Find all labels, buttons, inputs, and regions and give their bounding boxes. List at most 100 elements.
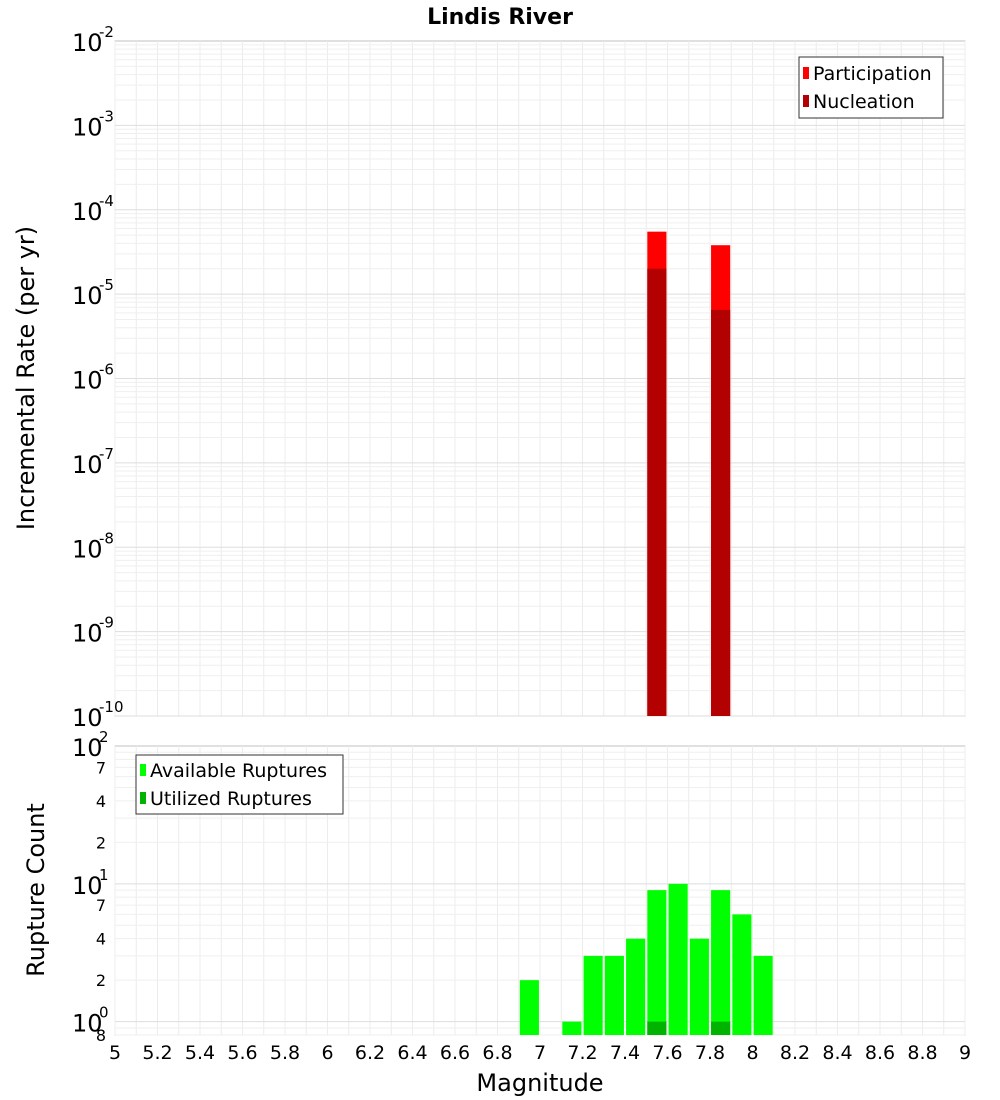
top-y-axis-label: Incremental Rate (per yr)	[12, 226, 40, 530]
x-tick-label: 9	[959, 1042, 971, 1064]
bottom-bars	[519, 883, 773, 1035]
legend-swatch-utilized-ruptures	[140, 792, 146, 804]
top-y-tick-label: 10-3	[72, 107, 114, 141]
bottom-bar-available-ruptures	[562, 1021, 582, 1035]
bottom-y-minor-tick-label: 4	[96, 792, 106, 811]
top-y-tick-label: 10-5	[72, 276, 114, 310]
legend-label-participation: Participation	[813, 63, 932, 85]
top-bar-nucleation	[647, 268, 667, 716]
top-y-tick-label: 10-6	[72, 361, 114, 395]
top-y-tick-label-exponent: -10	[99, 698, 124, 716]
top-y-tick-label-exponent: -3	[99, 107, 114, 125]
x-tick-label: 5.6	[227, 1042, 257, 1064]
bottom-bar-utilized-ruptures	[711, 1021, 731, 1035]
top-y-tick-label: 10-9	[72, 614, 114, 648]
x-tick-label: 5.2	[142, 1042, 172, 1064]
bottom-bar-available-ruptures	[604, 955, 624, 1035]
top-bar-nucleation	[711, 309, 731, 716]
top-y-tick-label: 10-4	[72, 192, 114, 226]
top-y-tick-label-exponent: -4	[99, 192, 114, 210]
bottom-bar-utilized-ruptures	[647, 1021, 667, 1035]
x-tick-label: 8	[746, 1042, 758, 1064]
x-tick-label: 7	[534, 1042, 546, 1064]
top-y-tick-label-exponent: -7	[99, 445, 114, 463]
top-y-tick-label-exponent: -6	[99, 361, 114, 379]
bottom-y-minor-tick-label: 7	[96, 896, 106, 915]
bottom-y-tick-label-exponent: 2	[99, 728, 109, 746]
bottom-legend-box	[135, 754, 344, 815]
x-tick-label: 6	[321, 1042, 333, 1064]
legend-swatch-nucleation	[803, 95, 809, 107]
top-y-tick-label-base: 10	[72, 704, 103, 732]
bottom-y-tick-label: 100	[72, 1004, 109, 1038]
bottom-y-minor-tick-label: 7	[96, 758, 106, 777]
bottom-bar-available-ruptures	[583, 955, 603, 1035]
bottom-y-minor-tick-label: 2	[96, 971, 106, 990]
top-y-tick-label-base: 10	[72, 198, 103, 226]
top-y-tick-label-base: 10	[72, 113, 103, 141]
legend-swatch-participation	[803, 67, 809, 79]
legend-label-utilized-ruptures: Utilized Ruptures	[150, 788, 312, 810]
bottom-y-minor-tick-label: 4	[96, 930, 106, 949]
top-y-tick-label: 10-7	[72, 445, 114, 479]
bottom-y-tick-label-exponent: 0	[99, 1004, 109, 1022]
x-tick-label: 6.2	[355, 1042, 385, 1064]
legend-label-nucleation: Nucleation	[813, 91, 915, 113]
bottom-bar-available-ruptures	[626, 938, 646, 1035]
bottom-bar-available-ruptures	[732, 914, 752, 1035]
top-y-tick-label-base: 10	[72, 451, 103, 479]
x-tick-label: 6.4	[397, 1042, 427, 1064]
bottom-bar-available-ruptures	[647, 890, 667, 1035]
x-tick-label: 8.2	[780, 1042, 810, 1064]
x-tick-label: 8.6	[865, 1042, 895, 1064]
bottom-y-minor-tick-label: 2	[96, 833, 106, 852]
bottom-y-axis-label: Rupture Count	[22, 803, 50, 977]
x-tick-label: 6.8	[482, 1042, 512, 1064]
bottom-y-tick-label: 101	[72, 866, 109, 900]
bottom-y-tick-label-base: 10	[72, 734, 103, 762]
top-y-tick-label-base: 10	[72, 620, 103, 648]
top-y-tick-label-base: 10	[72, 29, 103, 57]
legend-swatch-available-ruptures	[140, 764, 146, 776]
bottom-legend: Available Ruptures Utilized Ruptures	[135, 754, 344, 815]
bottom-y-tick-label-base: 10	[72, 1010, 103, 1038]
x-tick-labels: 5 5.2 5.4 5.6 5.8 6 6.2 6.4 6.6 6.8 7 7.2 7.4 7.6 7.8 8…	[109, 1042, 971, 1064]
x-tick-label: 5.4	[185, 1042, 215, 1064]
top-y-tick-label-exponent: -9	[99, 614, 114, 632]
x-tick-label: 7.6	[652, 1042, 682, 1064]
x-tick-label: 8.4	[822, 1042, 852, 1064]
top-y-tick-label-base: 10	[72, 282, 103, 310]
top-y-tick-label-exponent: -2	[99, 23, 114, 41]
bottom-y-tick-label: 102	[72, 728, 109, 762]
x-tick-label: 7.4	[610, 1042, 640, 1064]
top-y-tick-label: 10-10	[72, 698, 124, 732]
x-tick-label: 7.2	[567, 1042, 597, 1064]
bottom-bar-available-ruptures	[689, 938, 709, 1035]
bottom-bar-available-ruptures	[519, 980, 539, 1035]
top-y-tick-label-base: 10	[72, 367, 103, 395]
top-y-tick-label-exponent: -8	[99, 529, 114, 547]
bottom-bar-available-ruptures	[711, 890, 731, 1035]
chart-title: Lindis River	[427, 5, 573, 30]
top-y-tick-label: 10-2	[72, 23, 114, 57]
top-grid	[114, 41, 966, 717]
bottom-y-minor-tick-label: 8	[96, 1026, 106, 1045]
x-tick-label: 8.8	[907, 1042, 937, 1064]
bottom-bar-available-ruptures	[753, 955, 773, 1035]
top-bars	[647, 231, 731, 717]
top-y-tick-label-exponent: -5	[99, 276, 114, 294]
top-y-tick-label-base: 10	[72, 535, 103, 563]
top-legend-box	[798, 56, 944, 119]
x-tick-label: 6.6	[440, 1042, 470, 1064]
x-tick-label: 5.8	[270, 1042, 300, 1064]
x-tick-label: 5	[109, 1042, 121, 1064]
x-tick-label: 7.8	[695, 1042, 725, 1064]
bottom-y-tick-label-base: 10	[72, 872, 103, 900]
top-y-tick-label: 10-8	[72, 529, 114, 563]
legend-label-available-ruptures: Available Ruptures	[150, 760, 327, 782]
bottom-y-tick-label-exponent: 1	[99, 866, 109, 884]
x-axis-label: Magnitude	[476, 1069, 603, 1097]
